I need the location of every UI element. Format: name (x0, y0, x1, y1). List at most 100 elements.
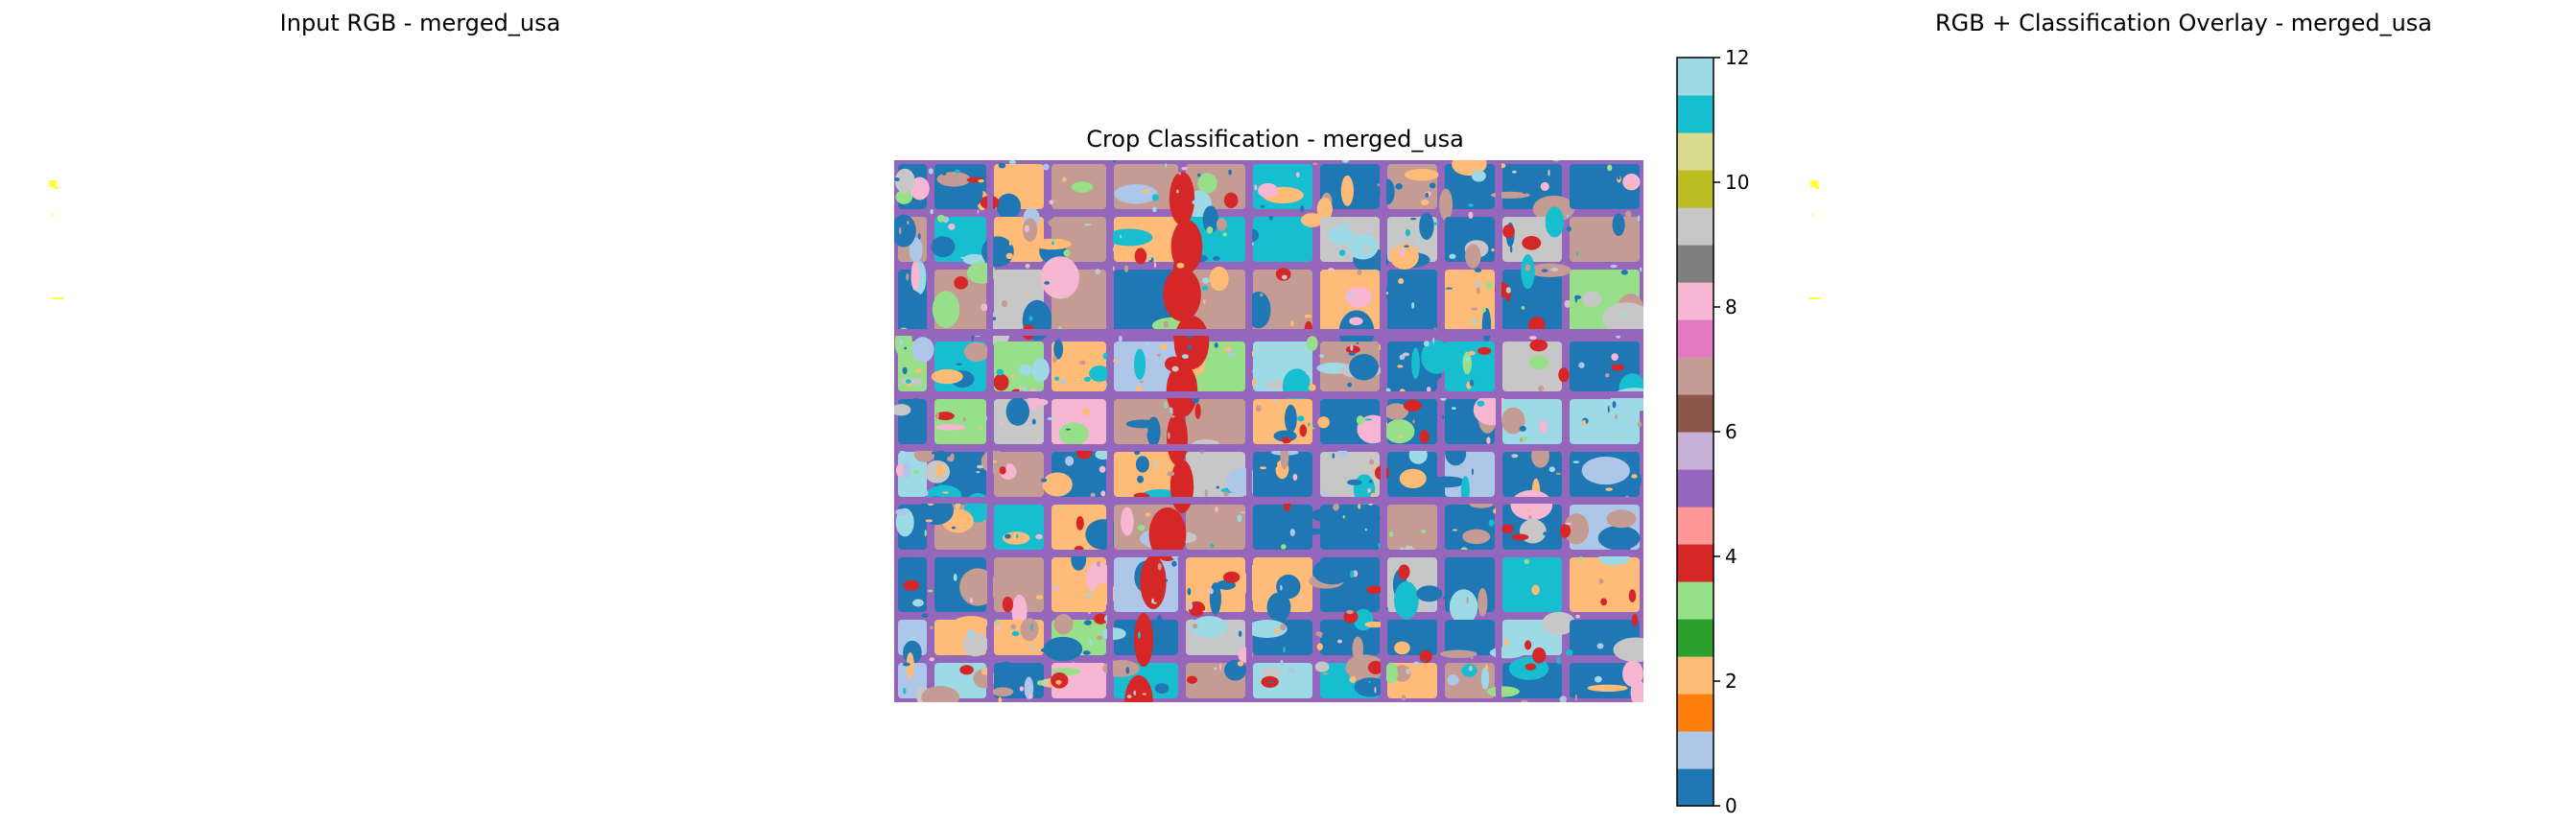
noise-speck (1519, 425, 1526, 432)
noise-speck (1165, 163, 1168, 168)
field-patch (1421, 340, 1452, 374)
field-patch (1364, 621, 1384, 628)
noise-speck (1555, 472, 1561, 476)
field-patch (1202, 205, 1219, 234)
noise-speck (1417, 237, 1421, 245)
field-patch (907, 556, 916, 569)
noise-speck (1273, 627, 1280, 634)
field-patch (1101, 627, 1126, 640)
field-patch (1048, 218, 1059, 227)
stream-segment (1163, 268, 1201, 321)
noise-speck (1113, 359, 1119, 364)
noise-speck (1357, 189, 1363, 193)
noise-speck (1486, 436, 1491, 444)
red-patch (993, 373, 1009, 391)
red-patch (1524, 640, 1532, 650)
noise-speck (1528, 336, 1537, 341)
noise-speck (1181, 354, 1189, 359)
field-patch (1258, 182, 1279, 199)
red-patch (1188, 601, 1206, 617)
field-patch (1311, 508, 1342, 523)
noise-speck (1035, 595, 1044, 601)
noise-speck (971, 335, 975, 342)
right-panel-title: RGB + Classification Overlay - merged_us… (1934, 10, 2433, 36)
noise-speck (1223, 345, 1232, 352)
field-patch (981, 236, 1014, 268)
noise-speck (1142, 693, 1146, 695)
field-patch (894, 168, 915, 194)
field-patch (1462, 529, 1491, 545)
noise-speck (1471, 468, 1474, 476)
field-patch (906, 651, 914, 679)
noise-speck (919, 423, 927, 431)
field-patch (1613, 637, 1643, 663)
field-patch (1581, 457, 1630, 485)
red-patch (1367, 660, 1384, 674)
noise-speck (1358, 504, 1361, 509)
field-patch (1216, 218, 1227, 231)
red-patch (1419, 430, 1430, 444)
noise-speck (1617, 175, 1620, 180)
field-patch (994, 633, 1021, 652)
noise-speck (1219, 663, 1222, 671)
noise-speck (902, 366, 908, 375)
red-patch (1075, 515, 1084, 530)
field-parcel (1387, 505, 1437, 550)
field-patch (962, 253, 986, 266)
colorbar-tick-label: 0 (1725, 794, 1737, 817)
noise-speck (1421, 199, 1430, 205)
field-patch (1501, 407, 1525, 435)
noise-speck (1328, 285, 1332, 293)
noise-speck (1452, 529, 1458, 531)
noise-speck (1397, 365, 1404, 368)
noise-speck (1628, 668, 1634, 671)
noise-speck (1083, 224, 1092, 226)
noise-speck (1468, 665, 1473, 672)
field-patch (1022, 218, 1038, 242)
noise-speck (1342, 222, 1350, 226)
noise-speck (1552, 590, 1559, 596)
noise-speck (1390, 241, 1393, 246)
field-parcel (1570, 557, 1640, 612)
field-patch (1587, 684, 1628, 692)
noise-speck (917, 233, 921, 240)
noise-speck (959, 194, 967, 199)
noise-speck (1488, 519, 1495, 527)
noise-speck (1188, 601, 1193, 610)
field-patch (1527, 263, 1572, 277)
noise-speck (1254, 184, 1258, 191)
noise-speck (1119, 234, 1123, 239)
field-parcel (1502, 270, 1562, 334)
noise-speck (1310, 427, 1315, 430)
noise-speck (1524, 558, 1529, 565)
noise-speck (1578, 362, 1585, 368)
field-patch (1486, 686, 1520, 697)
yellow-pixel (1808, 297, 1820, 299)
road-horizontal (894, 329, 1643, 336)
noise-speck (1406, 669, 1411, 674)
noise-speck (1524, 264, 1531, 271)
noise-speck (1256, 405, 1262, 412)
field-patch (1480, 667, 1490, 690)
noise-speck (1469, 225, 1474, 230)
noise-speck (1202, 610, 1207, 613)
field-parcel (1114, 342, 1178, 391)
colorbar-segment (1677, 731, 1713, 769)
field-patch (1356, 415, 1364, 425)
field-patch (1276, 574, 1301, 600)
noise-speck (1379, 344, 1382, 351)
red-patch (935, 412, 955, 421)
field-patch (1404, 168, 1439, 181)
yellow-pixel (1815, 186, 1819, 189)
noise-speck (921, 613, 929, 618)
noise-speck (1505, 287, 1511, 294)
noise-speck (1095, 269, 1101, 275)
noise-speck (1238, 630, 1242, 637)
noise-speck (977, 209, 980, 214)
noise-speck (1204, 489, 1208, 497)
colorbar-segment (1677, 132, 1713, 171)
red-patch (1419, 649, 1432, 664)
field-patch (1347, 479, 1362, 485)
noise-speck (1214, 342, 1218, 348)
noise-speck (1359, 164, 1367, 168)
